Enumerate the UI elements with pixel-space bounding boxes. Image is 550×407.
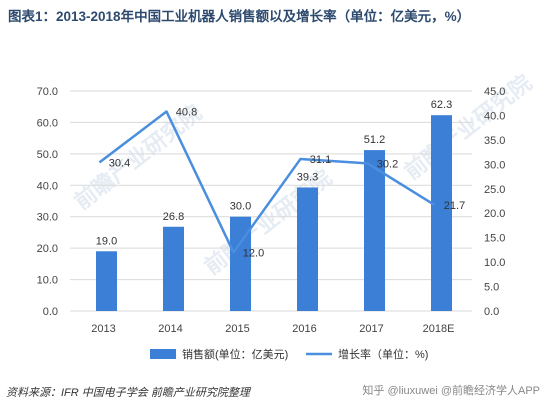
y-right-tick-label: 40.0 <box>484 110 505 122</box>
line-value-label: 12.0 <box>243 247 264 259</box>
y-right-tick-label: 25.0 <box>484 184 505 196</box>
x-tick-label: 2016 <box>292 323 316 335</box>
legend-bar-swatch <box>150 349 176 359</box>
bar <box>431 115 452 311</box>
y-left-tick-label: 20.0 <box>37 243 58 255</box>
y-right-tick-label: 5.0 <box>484 282 499 294</box>
y-left-tick-label: 30.0 <box>37 212 58 224</box>
legend-bar-label: 销售额(单位：亿美元) <box>182 347 288 361</box>
line-value-label: 31.1 <box>310 154 331 166</box>
bar <box>364 150 385 311</box>
line-value-label: 30.2 <box>377 158 398 170</box>
y-left-tick-label: 10.0 <box>37 275 58 287</box>
y-left-tick-label: 50.0 <box>37 149 58 161</box>
bar <box>297 187 318 311</box>
x-tick-label: 2014 <box>158 323 182 335</box>
line-value-label: 30.4 <box>109 157 130 169</box>
x-tick-label: 2015 <box>225 323 249 335</box>
bar-value-label: 19.0 <box>96 235 117 247</box>
bar <box>96 251 117 311</box>
legend-line-label: 增长率（单位：%) <box>338 347 428 361</box>
chart-title: 图表1：2013-2018年中国工业机器人销售额以及增长率（单位：亿美元，%） <box>8 9 471 24</box>
y-right-tick-label: 0.0 <box>484 306 499 318</box>
bar-value-label: 26.8 <box>163 211 184 223</box>
y-right-tick-label: 15.0 <box>484 233 505 245</box>
bar <box>163 226 184 311</box>
line-value-label: 21.7 <box>444 200 465 212</box>
y-right-tick-label: 10.0 <box>484 257 505 269</box>
y-right-tick-label: 20.0 <box>484 208 505 220</box>
bar-value-label: 51.2 <box>364 134 385 146</box>
growth-rate-line <box>98 110 436 254</box>
bar-value-label: 62.3 <box>431 99 452 111</box>
y-right-tick-label: 30.0 <box>484 159 505 171</box>
source-note: 资料来源：IFR 中国电子学会 前瞻产业研究院整理 <box>6 387 250 399</box>
bar-value-label: 30.0 <box>230 201 251 213</box>
x-tick-label: 2017 <box>359 323 383 335</box>
x-tick-label: 2018E <box>423 323 455 335</box>
y-left-tick-label: 0.0 <box>43 306 58 318</box>
x-tick-label: 2013 <box>91 323 115 335</box>
y-left-tick-label: 40.0 <box>37 180 58 192</box>
y-left-tick-label: 60.0 <box>37 117 58 129</box>
y-left-tick-label: 70.0 <box>37 86 58 98</box>
bar-value-label: 39.3 <box>297 171 318 183</box>
line-value-label: 40.8 <box>176 107 197 119</box>
y-right-tick-label: 45.0 <box>484 86 505 98</box>
corner-watermark: 知乎 @liuxuwei @前瞻经济学人APP <box>362 385 540 397</box>
bar <box>230 216 251 311</box>
y-right-tick-label: 35.0 <box>484 135 505 147</box>
